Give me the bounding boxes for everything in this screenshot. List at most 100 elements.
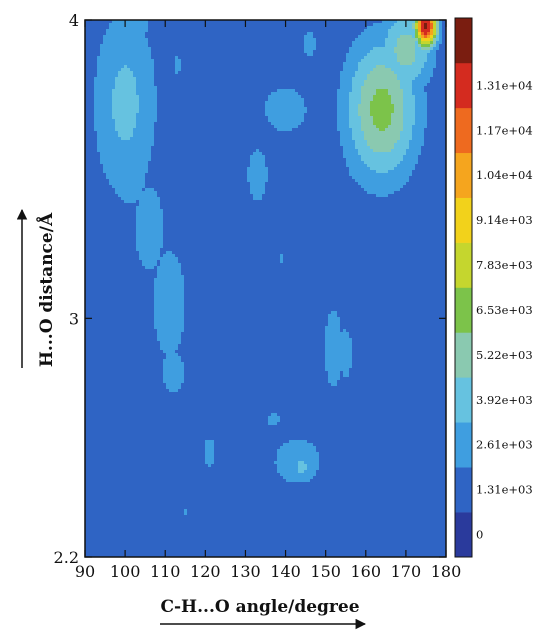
heatmap-cell [157,101,161,105]
heatmap-cell [241,35,245,39]
heatmap-cell [211,29,215,33]
heatmap-cell [190,38,194,42]
heatmap-cell [367,41,371,45]
heatmap-cell [367,107,371,111]
heatmap-cell [286,68,290,72]
heatmap-cell [358,131,362,135]
heatmap-cell [94,98,98,102]
heatmap-cell [244,125,248,129]
heatmap-cell [415,26,419,30]
heatmap-cell [403,44,407,48]
heatmap-cell [124,131,128,135]
heatmap-cell [301,107,305,111]
heatmap-cell [379,23,383,27]
heatmap-cell [256,131,260,135]
heatmap-cell [106,128,110,132]
heatmap-cell [349,62,353,66]
heatmap-cell [301,23,305,27]
heatmap-cell [280,80,284,84]
heatmap-cell [130,50,134,54]
heatmap-cell [352,47,356,51]
heatmap-cell [118,26,122,30]
heatmap-cell [148,95,152,99]
heatmap-cell [328,71,332,75]
heatmap-cell [292,68,296,72]
heatmap-cell [274,35,278,39]
heatmap-cell [334,128,338,132]
heatmap-cell [172,122,176,126]
heatmap-cell [220,95,224,99]
heatmap-cell [373,53,377,57]
heatmap-cell [418,122,422,126]
heatmap-cell [319,107,323,111]
heatmap-cell [154,116,158,120]
heatmap-cell [310,110,314,114]
heatmap-cell [253,131,257,135]
heatmap-cell [436,137,440,141]
heatmap-cell [277,125,281,129]
heatmap-cell [301,101,305,105]
heatmap-cell [130,56,134,60]
heatmap-cell [433,137,437,141]
heatmap-cell [118,62,122,66]
heatmap-cell [157,77,161,81]
heatmap-cell [412,110,416,114]
heatmap-cell [373,98,377,102]
heatmap-cell [94,104,98,108]
heatmap-cell [268,92,272,96]
heatmap-cell [130,83,134,87]
heatmap-cell [277,134,281,138]
heatmap-cell [217,80,221,84]
heatmap-cell [292,80,296,84]
heatmap-cell [310,86,314,90]
heatmap-cell [244,104,248,108]
heatmap-cell [142,26,146,30]
heatmap-cell [406,104,410,108]
heatmap-cell [187,68,191,72]
heatmap-cell [400,110,404,114]
heatmap-cell [328,89,332,93]
heatmap-cell [244,119,248,123]
heatmap-cell [307,56,311,60]
heatmap-cell [406,53,410,57]
heatmap-cell [328,92,332,96]
heatmap-cell [241,62,245,66]
heatmap-cell [145,143,149,147]
heatmap-cell [292,125,296,129]
heatmap-cell [250,101,254,105]
heatmap-cell [436,53,440,57]
heatmap-cell [400,71,404,75]
heatmap-cell [88,119,92,123]
heatmap-cell [304,125,308,129]
heatmap-cell [103,59,107,63]
heatmap-cell [442,41,446,45]
heatmap-cell [205,44,209,48]
heatmap-cell [307,38,311,42]
heatmap-cell [190,92,194,96]
heatmap-cell [268,140,272,144]
heatmap-cell [142,113,146,117]
heatmap-cell [292,26,296,30]
heatmap-cell [232,35,236,39]
heatmap-cell [376,134,380,138]
heatmap-cell [301,137,305,141]
heatmap-cell [130,71,134,75]
heatmap-cell [112,83,116,87]
heatmap-cell [109,134,113,138]
heatmap-cell [154,128,158,132]
heatmap-cell [346,95,350,99]
heatmap-cell [358,125,362,129]
heatmap-cell [136,107,140,111]
heatmap-cell [418,35,422,39]
heatmap-cell [163,38,167,42]
heatmap-cell [127,116,131,120]
heatmap-cell [226,104,230,108]
heatmap-cell [157,44,161,48]
heatmap-cell [124,71,128,75]
heatmap-cell [364,74,368,78]
heatmap-cell [217,89,221,93]
heatmap-cell [271,140,275,144]
heatmap-cell [202,98,206,102]
heatmap-cell [100,65,104,69]
heatmap-cell [220,104,224,108]
